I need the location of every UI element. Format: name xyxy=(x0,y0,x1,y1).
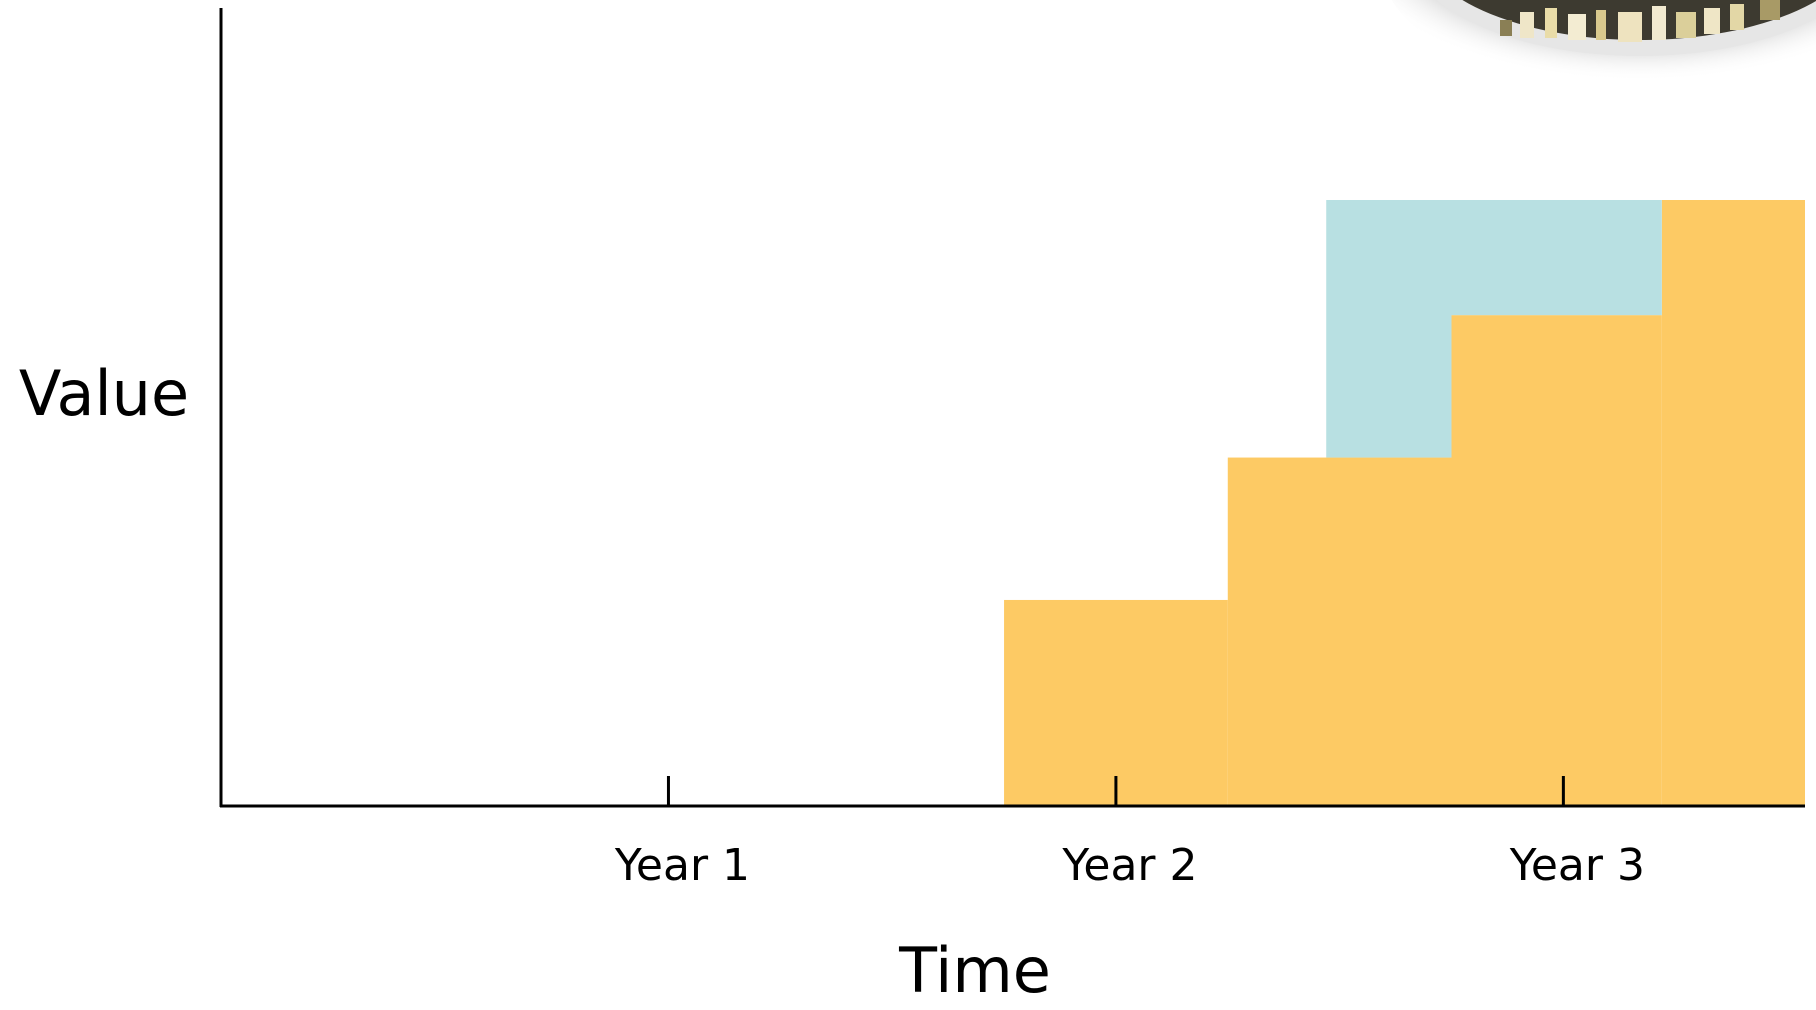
x-tick-label-1: Year 1 xyxy=(614,840,750,891)
y-axis-label: Value xyxy=(19,357,189,430)
value-step-4 xyxy=(1661,200,1805,806)
value-step-2 xyxy=(1227,457,1452,806)
plot-area xyxy=(1004,200,1805,806)
value-step-3 xyxy=(1451,315,1662,806)
corner-photo-image xyxy=(1391,0,1816,95)
gap-band-2 xyxy=(1451,200,1662,316)
value-step-1 xyxy=(1004,599,1228,806)
gap-band-1 xyxy=(1326,200,1452,458)
x-ticks: Year 1 Year 2 Year 3 xyxy=(614,776,1645,891)
x-tick-label-2: Year 2 xyxy=(1061,840,1197,891)
x-tick-label-3: Year 3 xyxy=(1509,840,1645,891)
x-axis-label: Time xyxy=(898,934,1051,1007)
